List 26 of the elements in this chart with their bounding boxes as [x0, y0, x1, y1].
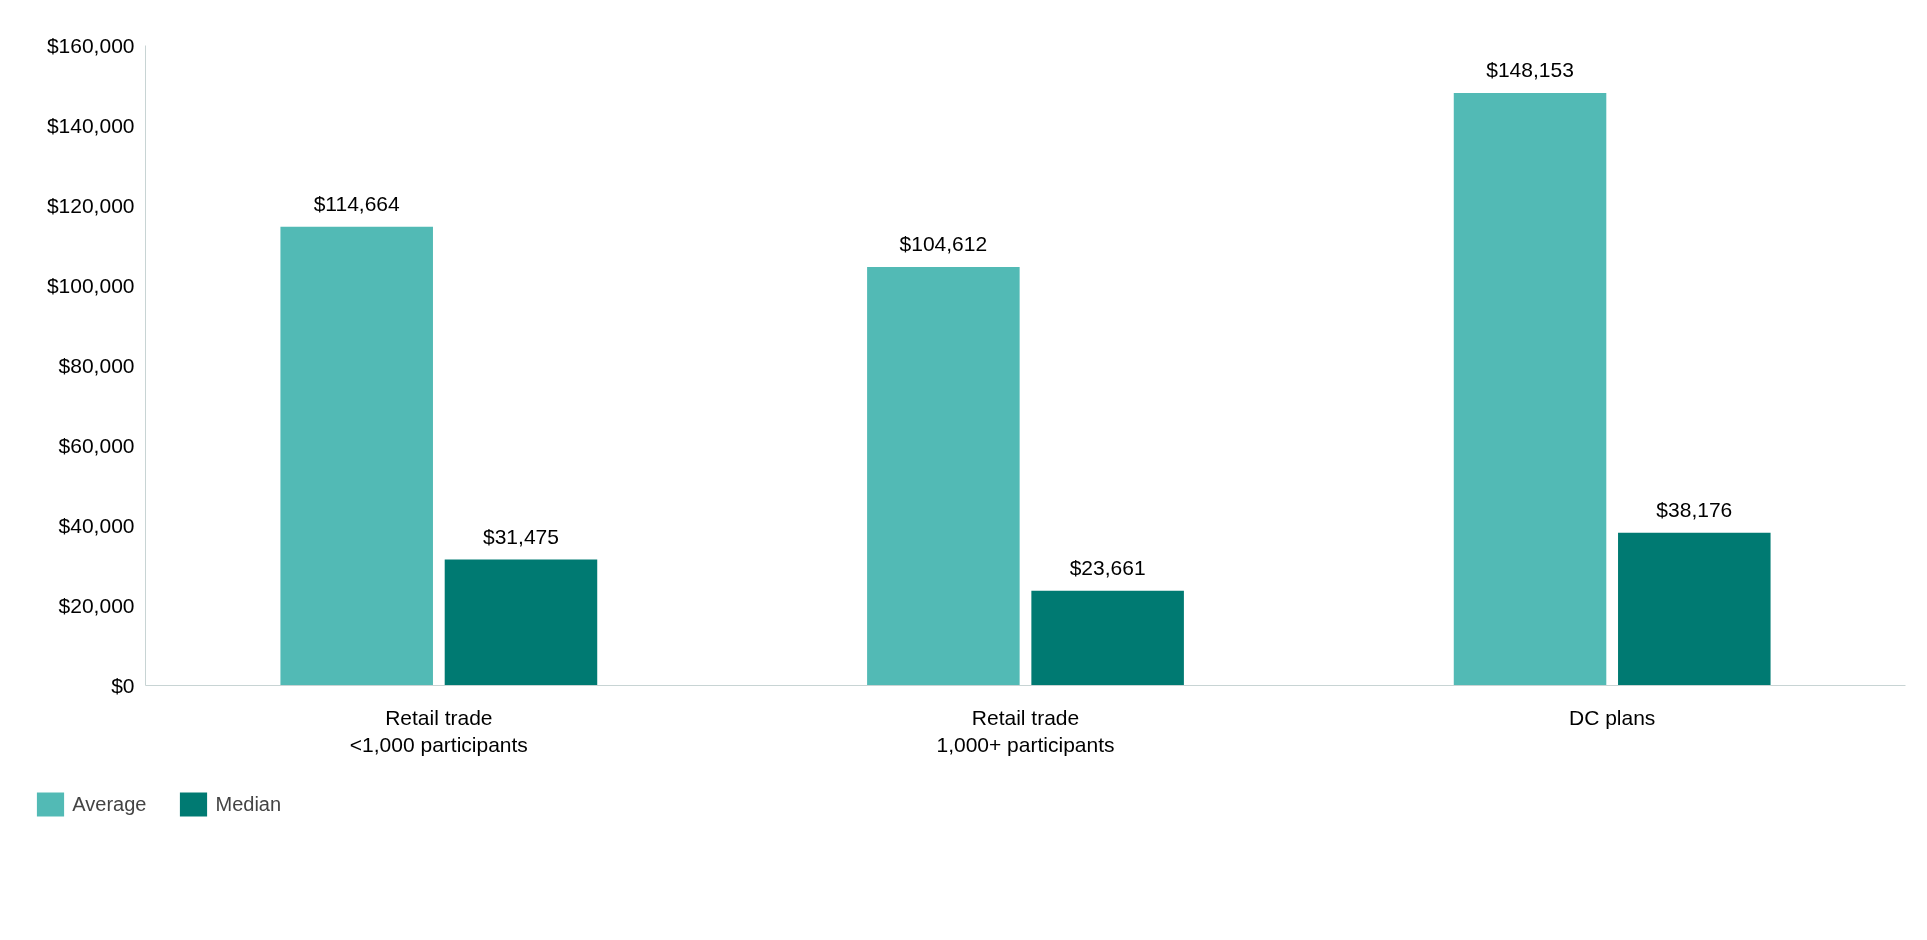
data-label: $23,661	[1069, 555, 1146, 579]
x-tick-label: Retail trade 1,000+ participants	[936, 705, 1115, 757]
legend-label: Average	[72, 792, 147, 816]
legend-label: Median	[215, 792, 282, 816]
x-tick-label: DC plans	[1568, 705, 1656, 729]
bar	[444, 559, 598, 686]
data-label: $148,153	[1486, 57, 1574, 81]
bar	[280, 226, 433, 686]
y-tick-label: $20,000	[58, 594, 135, 617]
y-tick-label: $0	[111, 674, 135, 697]
y-tick-label: $60,000	[58, 434, 135, 457]
data-label: $104,612	[899, 232, 988, 256]
bar	[1453, 92, 1607, 686]
y-tick-label: $160,000	[46, 34, 135, 57]
bar	[1031, 590, 1184, 686]
data-label: $31,475	[483, 524, 559, 548]
data-label: $114,664	[313, 191, 401, 215]
y-tick-label: $100,000	[46, 274, 135, 297]
y-tick-label: $140,000	[46, 114, 135, 137]
data-label: $38,176	[1656, 497, 1733, 521]
y-tick-label: $120,000	[46, 194, 135, 217]
bar	[1618, 532, 1771, 686]
y-tick-label: $80,000	[58, 354, 135, 377]
x-tick-label: Retail trade <1,000 participants	[349, 705, 528, 757]
y-tick-label: $40,000	[58, 514, 135, 537]
bar	[867, 267, 1020, 686]
